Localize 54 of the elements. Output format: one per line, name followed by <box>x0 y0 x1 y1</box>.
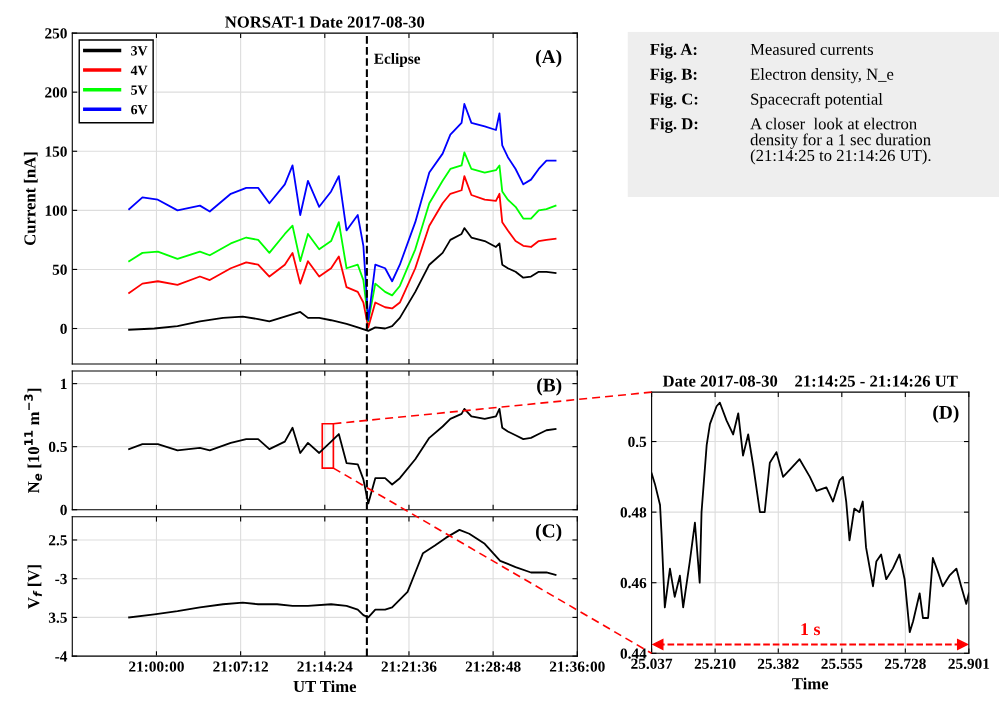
y-tick-label: 1 <box>61 378 67 389</box>
text: Fig. C: <box>650 92 698 109</box>
y-tick-label: 0.5 <box>48 441 67 453</box>
x-tick-label: 25.728 <box>884 658 926 669</box>
legend-label: 5V <box>131 85 148 95</box>
y-axis-title: V$_{f}$ [V] <box>27 565 42 609</box>
x-tick-label: 21:14:24 <box>297 661 353 672</box>
x-tick-label: 21:21:36 <box>381 661 437 672</box>
legend-label: 3V <box>131 46 148 56</box>
y-tick-label: 0.44 <box>620 648 647 659</box>
ref-line-label: 1 s <box>801 623 821 636</box>
y-tick-label: 0.5 <box>628 436 647 448</box>
y-tick-label: 0.48 <box>620 507 647 518</box>
annotation: (D) <box>933 405 959 423</box>
text: Spacecraft potential <box>751 92 883 109</box>
x-axis-title: Time <box>792 677 829 690</box>
y-tick-label: 200 <box>45 87 67 98</box>
y-tick-label: 150 <box>45 146 67 157</box>
chart-title: Date 2017-08-30 21:14:25 - 21:14:26 UT <box>662 375 958 387</box>
y-tick-label: -4 <box>55 651 68 662</box>
legend-label: 4V <box>130 65 148 76</box>
annotation: (A) <box>536 49 562 68</box>
y-tick-label: 0 <box>60 504 67 516</box>
y-tick-label: 3.5 <box>48 612 67 623</box>
x-tick-label: 25.555 <box>821 658 863 669</box>
x-tick-label: 25.037 <box>631 658 673 669</box>
y-tick-label: 50 <box>52 264 67 275</box>
legend-label: 6V <box>131 104 148 115</box>
text: Fig. B: <box>650 68 697 84</box>
x-tick-label: 25.901 <box>948 658 990 669</box>
annotation: (B) <box>537 377 562 396</box>
y-axis-title: N$_{e}$ [10$^{11}$ m$^{−3}$] <box>24 388 42 494</box>
y-tick-label: -3 <box>55 573 67 585</box>
x-tick-label: 21:00:00 <box>129 661 184 672</box>
text: Electron density, N_e <box>750 68 894 84</box>
x-axis-title: UT Time <box>293 680 357 693</box>
x-tick-label: 25.210 <box>694 658 736 669</box>
y-tick-label: 100 <box>45 205 67 216</box>
ref-line-label: Eclipse <box>374 53 421 67</box>
y-tick-label: 0 <box>60 323 67 334</box>
y-tick-label: 0.46 <box>620 577 647 589</box>
y-tick-label: 2.5 <box>48 535 67 546</box>
annotation: (C) <box>536 523 562 542</box>
x-tick-label: 21:36:00 <box>549 661 605 672</box>
text: A closer look at electron density for a 1 sec duration (21:14:25 to 21:14:26 UT). <box>750 117 931 165</box>
chart-title: NORSAT-1 Date 2017-08-30 <box>225 16 425 28</box>
text: Fig. D: <box>650 117 698 133</box>
x-tick-label: 21:28:48 <box>465 661 521 672</box>
text: Measured currents <box>750 43 874 55</box>
x-tick-label: 21:07:12 <box>213 661 268 672</box>
text: Fig. A: <box>650 43 697 59</box>
x-tick-label: 25.382 <box>757 658 799 669</box>
y-tick-label: 250 <box>45 28 67 39</box>
y-axis-title: Current [nA] <box>23 152 38 246</box>
